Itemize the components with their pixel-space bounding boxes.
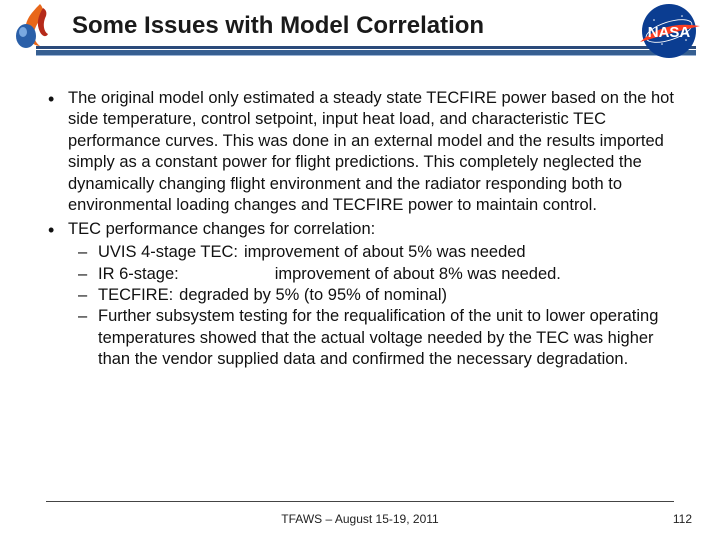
bullet-text: The original model only estimated a stea…	[68, 89, 674, 214]
footer-divider	[46, 501, 674, 502]
nasa-logo-icon: NASA	[634, 2, 704, 60]
sub-bullet-item: Further subsystem testing for the requal…	[68, 306, 674, 370]
sub-bullet-item: IR 6-stage: improvement of about 8% was n…	[68, 264, 674, 285]
bullet-item: The original model only estimated a stea…	[46, 88, 674, 217]
sub-label: UVIS 4-stage TEC:	[98, 243, 238, 261]
page-number: 112	[673, 512, 692, 526]
sub-bullet-list: UVIS 4-stage TEC: improvement of about 5%…	[68, 242, 674, 371]
sub-rest: improvement of about 8% was needed.	[275, 265, 561, 283]
sub-rest: Further subsystem testing for the requal…	[98, 307, 658, 368]
sub-bullet-item: TECFIRE: degraded by 5% (to 95% of nomina…	[68, 285, 674, 306]
flame-logo-icon	[10, 2, 62, 50]
title-underline	[36, 46, 696, 56]
sub-label: TECFIRE:	[98, 286, 173, 304]
sub-rest: improvement of about 5% was needed	[244, 243, 526, 261]
sub-rest: degraded by 5% (to 95% of nominal)	[179, 286, 447, 304]
slide-header: Some Issues with Model Correlation NASA	[0, 0, 720, 70]
bullet-item: TEC performance changes for correlation:…	[46, 219, 674, 371]
bullet-text: TEC performance changes for correlation:	[68, 220, 375, 238]
slide-title: Some Issues with Model Correlation	[0, 12, 720, 46]
footer-text: TFAWS – August 15-19, 2011	[0, 512, 720, 526]
slide-body: The original model only estimated a stea…	[0, 70, 720, 371]
nasa-text: NASA	[648, 24, 691, 41]
sub-label: IR 6-stage:	[98, 265, 179, 283]
bullet-list: The original model only estimated a stea…	[46, 88, 674, 371]
sub-bullet-item: UVIS 4-stage TEC: improvement of about 5%…	[68, 242, 674, 263]
